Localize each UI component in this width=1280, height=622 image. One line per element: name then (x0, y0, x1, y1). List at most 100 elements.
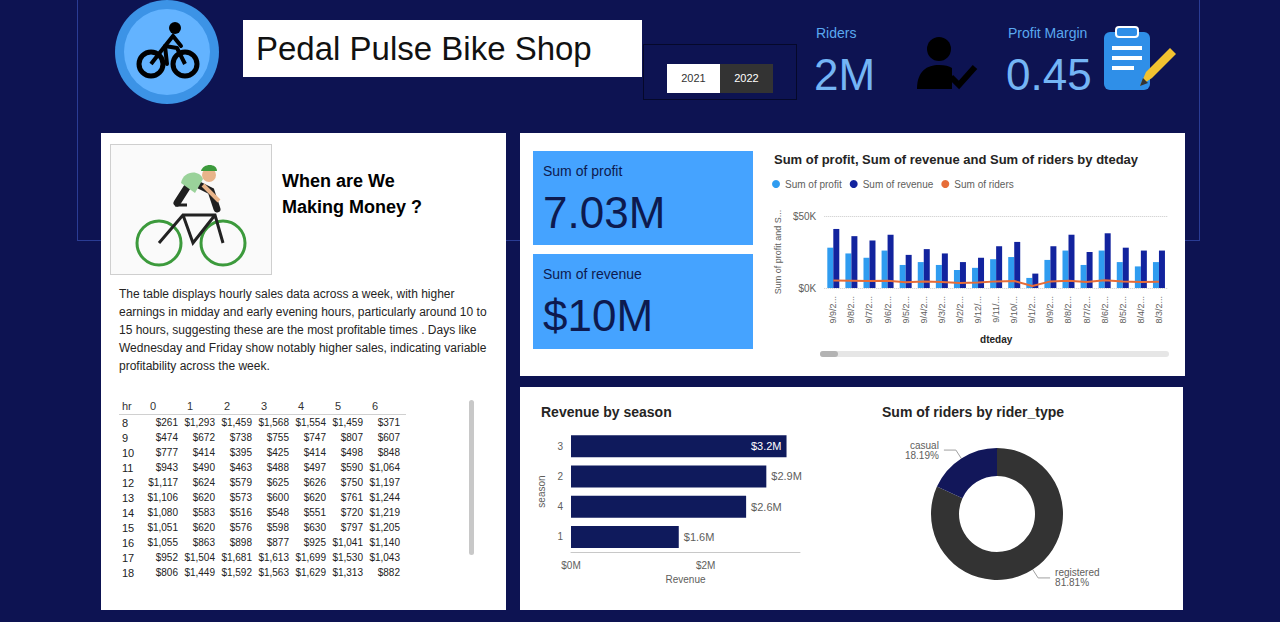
svg-text:$2.9M: $2.9M (771, 470, 802, 482)
svg-text:9/5/2...: 9/5/2... (901, 296, 911, 324)
html-text:$807: $807 (340, 432, 363, 443)
html-text:$755: $755 (266, 432, 289, 443)
svg-text:8/4/2...: 8/4/2... (1136, 296, 1146, 324)
html-text:$625: $625 (266, 477, 289, 488)
svg-text:18.19%: 18.19% (905, 450, 939, 461)
svg-text:Sum of profit: Sum of profit (785, 179, 842, 190)
svg-text:8/5/2...: 8/5/2... (1118, 296, 1128, 324)
html-text:Sum of revenue: Sum of revenue (543, 266, 642, 282)
svg-text:season: season (536, 475, 547, 507)
svg-text:9/4/2...: 9/4/2... (919, 296, 929, 324)
html-text:$777: $777 (155, 447, 178, 458)
svg-text:$2M: $2M (696, 560, 715, 571)
html-text:Sum of profit: Sum of profit (543, 163, 623, 179)
html-text:2M: 2M (814, 50, 876, 99)
svg-text:8/3/2...: 8/3/2... (1154, 296, 1164, 324)
html-text:$1,293: $1,293 (184, 417, 215, 428)
html-text:$414: $414 (303, 447, 326, 458)
html-text:$1,554: $1,554 (295, 417, 326, 428)
svg-text:9/3/2...: 9/3/2... (937, 296, 947, 324)
svg-text:$0M: $0M (561, 560, 580, 571)
svg-text:1: 1 (557, 531, 563, 542)
svg-text:$2.6M: $2.6M (751, 501, 782, 513)
svg-text:$0K: $0K (798, 283, 816, 294)
svg-text:dteday: dteday (980, 334, 1013, 345)
svg-text:Sum of riders: Sum of riders (954, 179, 1013, 190)
svg-text:9/2/2...: 9/2/2... (955, 296, 965, 324)
html-text:When are We Making Money ?: When are We Making Money ? (282, 171, 422, 217)
html-text:17: 17 (122, 551, 135, 564)
svg-text:2: 2 (557, 471, 563, 482)
html-text:$490: $490 (192, 462, 215, 473)
svg-text:8/8/2...: 8/8/2... (1063, 296, 1073, 324)
html-text:18: 18 (122, 566, 135, 579)
svg-text:$3.2M: $3.2M (751, 440, 782, 452)
svg-text:Sum of riders by rider_type: Sum of riders by rider_type (882, 404, 1064, 420)
html-text:7.03M: 7.03M (543, 188, 666, 237)
html-text:2022: 2022 (734, 72, 759, 84)
html-text:$488: $488 (266, 462, 289, 473)
html-text:Pedal Pulse Bike Shop: Pedal Pulse Bike Shop (256, 30, 592, 67)
html-text:$498: $498 (340, 447, 363, 458)
html-text:$414: $414 (192, 447, 215, 458)
svg-text:8/9/2...: 8/9/2... (1045, 296, 1055, 324)
svg-text:casual: casual (910, 439, 939, 451)
svg-text:9/9/2...: 9/9/2... (828, 296, 838, 324)
svg-text:Sum of profit, Sum of revenue: Sum of profit, Sum of revenue and Sum of… (774, 152, 1139, 167)
html-text:$463: $463 (229, 462, 252, 473)
svg-text:Sum of profit and S...: Sum of profit and S... (773, 210, 783, 295)
html-text:$261: $261 (155, 417, 178, 428)
html-text:$1,117: $1,117 (148, 477, 178, 488)
html-text:$395: $395 (229, 447, 252, 458)
html-text:Profit Margin: Profit Margin (1008, 25, 1088, 41)
svg-text:Sum of revenue: Sum of revenue (863, 179, 934, 190)
svg-text:registered: registered (1055, 567, 1100, 579)
html-text:$738: $738 (229, 432, 252, 443)
svg-text:8/6/2...: 8/6/2... (1100, 296, 1110, 324)
html-text:$943: $943 (155, 462, 178, 473)
html-text:11: 11 (122, 461, 134, 474)
html-text:10: 10 (122, 446, 135, 459)
html-text:$626: $626 (303, 477, 326, 488)
html-text:2021: 2021 (681, 72, 706, 84)
svg-text:Revenue by season: Revenue by season (541, 404, 672, 420)
html-text:$607: $607 (377, 432, 400, 443)
html-text:$747: $747 (303, 432, 326, 443)
svg-text:9/8/2...: 9/8/2... (846, 296, 856, 324)
html-text:$425: $425 (266, 447, 289, 458)
html-text:$590: $590 (340, 462, 363, 473)
svg-text:9/11/...: 9/11/... (991, 296, 1001, 323)
html-text:0.45: 0.45 (1006, 50, 1092, 99)
html-text:13: 13 (122, 491, 135, 504)
html-text:$1,064: $1,064 (369, 462, 400, 473)
svg-text:9/10/...: 9/10/... (1009, 296, 1019, 324)
html-text:$672: $672 (192, 432, 215, 443)
html-text:$848: $848 (377, 447, 400, 458)
html-text:Riders: Riders (816, 25, 857, 41)
svg-text:9/7/2...: 9/7/2... (864, 296, 874, 324)
svg-text:3: 3 (557, 441, 563, 452)
html-text:$497: $497 (303, 462, 326, 473)
svg-text:9/1/2...: 9/1/2... (1027, 296, 1037, 324)
html-text:The table displays hourly sale: The table displays hourly sales data acr… (119, 287, 487, 373)
svg-text:81.81%: 81.81% (1055, 577, 1089, 588)
svg-text:9/12/...: 9/12/... (973, 296, 983, 324)
html-text:$371: $371 (377, 417, 400, 428)
svg-text:4: 4 (557, 501, 563, 512)
html-text:$474: $474 (155, 432, 178, 443)
html-text:12: 12 (122, 476, 135, 489)
html-text:$624: $624 (192, 477, 215, 488)
html-text:$1,459: $1,459 (332, 417, 363, 428)
svg-text:9/6/2...: 9/6/2... (883, 296, 893, 324)
html-text:$10M: $10M (543, 291, 654, 340)
svg-text:$1.6M: $1.6M (684, 531, 715, 543)
svg-text:8/7/2...: 8/7/2... (1082, 296, 1092, 324)
html-text:14: 14 (122, 506, 135, 519)
html-text:$579: $579 (229, 477, 252, 488)
svg-text:$50K: $50K (793, 211, 817, 222)
svg-text:Revenue: Revenue (665, 574, 705, 585)
html-text:$1,459: $1,459 (221, 417, 252, 428)
html-text:$1,568: $1,568 (258, 417, 289, 428)
html-text:15: 15 (122, 521, 135, 534)
html-text:16: 16 (122, 536, 135, 549)
